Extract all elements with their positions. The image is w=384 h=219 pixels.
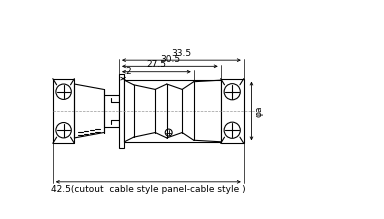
Bar bbox=[53, 79, 74, 143]
Bar bbox=[119, 74, 124, 148]
Circle shape bbox=[224, 122, 240, 138]
Circle shape bbox=[56, 122, 71, 138]
Text: 27.5: 27.5 bbox=[146, 60, 166, 69]
Text: 42.5(cutout  cable style panel-cable style ): 42.5(cutout cable style panel-cable styl… bbox=[51, 185, 246, 194]
Text: 2: 2 bbox=[126, 67, 131, 76]
Bar bbox=[124, 80, 221, 142]
Bar bbox=[104, 95, 119, 127]
Text: 33.5: 33.5 bbox=[171, 49, 192, 58]
Circle shape bbox=[165, 129, 172, 136]
Bar bbox=[221, 79, 244, 143]
Text: φa: φa bbox=[255, 105, 263, 117]
Circle shape bbox=[224, 84, 240, 100]
Circle shape bbox=[56, 84, 71, 99]
Text: 30.5: 30.5 bbox=[160, 55, 180, 64]
